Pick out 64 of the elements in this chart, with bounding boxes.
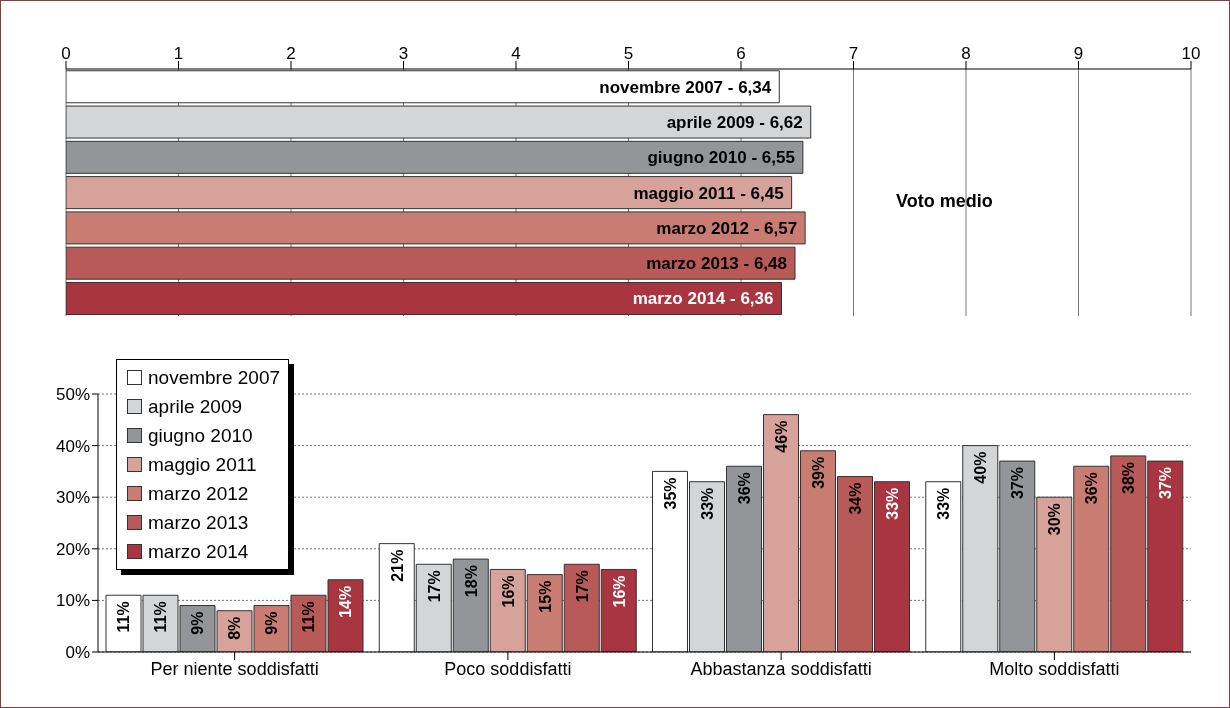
legend-label: maggio 2011: [148, 453, 257, 476]
data-label: 38%: [1120, 461, 1138, 494]
x-tick-label: 5: [623, 44, 634, 63]
legend-label: giugno 2010: [148, 424, 253, 447]
data-label: 36%: [736, 472, 753, 505]
legend-label: marzo 2012: [148, 482, 249, 505]
y-tick-label: 0%: [65, 643, 90, 663]
data-label: 9%: [189, 611, 207, 635]
y-tick-label: 20%: [55, 539, 90, 559]
annotation: Voto medio: [896, 191, 993, 212]
data-label: giugno 2010 - 6,55: [647, 148, 795, 168]
data-label: 33%: [884, 487, 901, 520]
x-tick-label: 8: [961, 44, 971, 63]
data-label: 37%: [1157, 467, 1175, 500]
x-tick-label: 9: [1073, 44, 1084, 63]
x-tick-label: 2: [286, 44, 296, 63]
data-label: 35%: [662, 477, 679, 510]
data-label: aprile 2009 - 6,62: [666, 113, 803, 133]
data-label: 33%: [699, 487, 716, 520]
data-label: 14%: [337, 585, 355, 618]
y-tick-label: 50%: [55, 385, 90, 405]
data-label: marzo 2013 - 6,48: [646, 254, 787, 274]
data-label: maggio 2011 - 6,45: [633, 183, 784, 203]
legend-label: aprile 2009: [148, 395, 243, 418]
data-label: 39%: [810, 456, 827, 489]
data-label: 17%: [573, 570, 591, 603]
data-label: 8%: [226, 616, 244, 640]
x-tick-label: 7: [848, 44, 859, 63]
legend-label: novembre 2007: [148, 366, 281, 389]
data-label: 34%: [847, 482, 864, 515]
legend-label: marzo 2013: [148, 511, 249, 534]
x-tick-label: Per niente soddisfatti: [150, 658, 319, 679]
data-label: 40%: [972, 451, 990, 484]
data-label: 11%: [115, 601, 133, 633]
data-label: 16%: [610, 575, 628, 608]
data-label: 15%: [536, 580, 554, 613]
x-tick-label: 0: [61, 44, 71, 63]
data-label: 46%: [773, 420, 790, 453]
data-label: marzo 2014 - 6,36: [632, 289, 774, 309]
data-label: 33%: [935, 487, 953, 520]
data-label: 9%: [263, 611, 281, 635]
y-tick-label: 30%: [55, 488, 90, 508]
data-label: marzo 2012 - 6,57: [656, 218, 798, 238]
data-label: 18%: [462, 565, 480, 598]
x-tick-label: Poco soddisfatti: [444, 658, 572, 679]
y-tick-label: 40%: [55, 436, 90, 456]
x-tick-label: 6: [736, 44, 746, 63]
x-tick-label: Abbastanza soddisfatti: [690, 658, 872, 679]
data-label: 17%: [425, 570, 443, 603]
x-tick-label: Molto soddisfatti: [989, 658, 1120, 679]
data-label: novembre 2007 - 6,34: [599, 77, 772, 97]
data-label: 36%: [1083, 472, 1101, 505]
data-label: 11%: [152, 601, 170, 633]
data-label: 11%: [300, 601, 318, 633]
data-label: 37%: [1009, 467, 1027, 500]
x-tick-label: 10: [1181, 44, 1201, 63]
x-tick-label: 1: [173, 44, 184, 63]
data-label: 21%: [388, 549, 406, 582]
legend-label: marzo 2014: [148, 540, 249, 563]
data-label: 16%: [499, 575, 517, 608]
x-tick-label: 3: [398, 44, 409, 63]
data-label: 30%: [1046, 503, 1064, 536]
x-tick-label: 4: [511, 44, 521, 63]
y-tick-label: 10%: [55, 591, 90, 611]
